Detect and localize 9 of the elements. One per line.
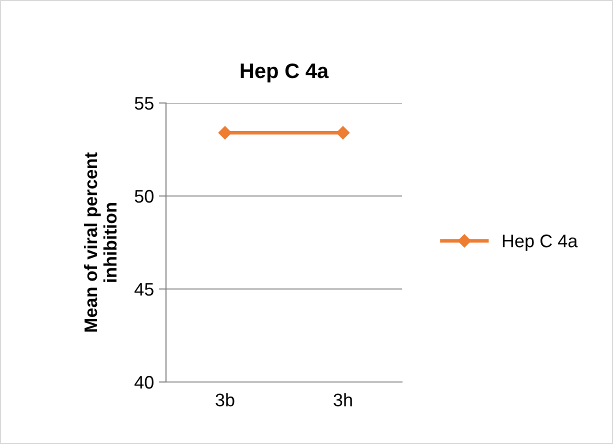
legend-label: Hep C 4a [502,234,578,251]
chart-title: Hep C 4a [240,63,329,82]
x-tick-label: 3b [216,393,234,406]
y-tick-label: 40 [134,376,154,389]
y-axis-title: Mean of viral percent inhibition [84,152,117,332]
x-tick-label: 3h [334,393,352,406]
y-tick-label: 55 [134,97,154,110]
y-tick-label: 45 [134,283,154,296]
y-tick-label: 50 [134,190,154,203]
